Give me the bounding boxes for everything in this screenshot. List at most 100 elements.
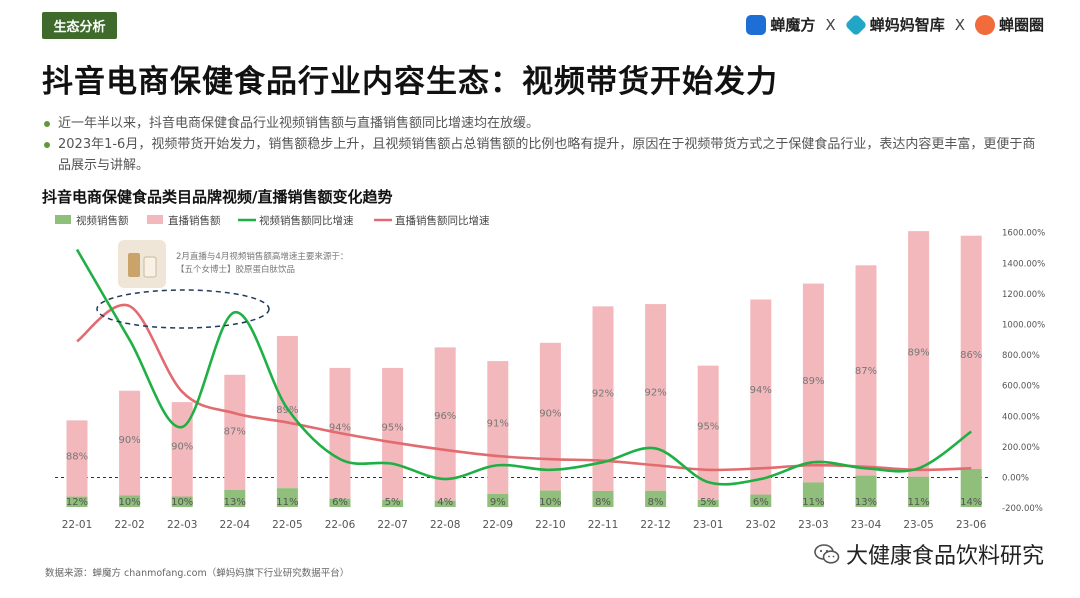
bar-live — [487, 361, 509, 494]
data-label-video: 8% — [648, 497, 664, 508]
data-label-video: 10% — [539, 497, 561, 508]
data-label-video: 10% — [118, 497, 140, 508]
y-tick-label: 1000.00% — [1002, 321, 1045, 331]
bar-live — [697, 365, 719, 500]
brand-bar: 蝉魔方 X 蝉妈妈智库 X 蝉圈圈 — [746, 13, 1044, 36]
data-label-video: 10% — [171, 497, 193, 508]
data-label-video: 4% — [437, 497, 453, 508]
trend-chart: 视频销售额 直播销售额 视频销售额同比增速 直播销售额同比增速 -200.00% 0.00… — [55, 214, 1045, 531]
bullet-item: 近一年半以来，抖音电商保健食品行业视频销售额与直播销售额同比增速均在放缓。 — [42, 113, 1042, 134]
data-label-live: 90% — [118, 435, 140, 446]
bar-video — [224, 489, 246, 507]
x-tick-label: 22-08 — [430, 519, 461, 531]
legend-swatch — [147, 215, 163, 224]
legend-label: 视频销售额同比增速 — [259, 214, 354, 227]
data-label-video: 6% — [753, 497, 769, 508]
y-tick-label: 400.00% — [1002, 412, 1040, 422]
bar-live — [960, 235, 982, 470]
brand-separator: X — [825, 15, 836, 34]
x-tick-label: 23-01 — [693, 519, 724, 531]
x-tick-label: 22-05 — [272, 519, 303, 531]
data-label-video: 11% — [802, 497, 824, 508]
data-label-video: 11% — [907, 497, 929, 508]
bar-video — [802, 482, 824, 507]
data-label-video: 9% — [490, 497, 506, 508]
chanmama-logo-icon — [844, 13, 868, 36]
data-label-video: 5% — [385, 497, 401, 508]
bullet-item: 2023年1-6月，视频带货开始发力，销售额稳步上升，且视频销售额占总销售额的比… — [42, 134, 1042, 176]
data-label-live: 87% — [224, 426, 246, 437]
bar-video — [908, 476, 930, 507]
bar-live — [119, 390, 141, 496]
series-line-live-growth — [76, 303, 972, 472]
legend-swatch — [55, 215, 71, 224]
bar-live — [750, 299, 772, 495]
watermark-text: 大健康食品饮料研究 — [845, 544, 1044, 569]
chanmofang-logo-icon — [746, 14, 767, 35]
bar-live — [382, 367, 404, 501]
data-label-live: 92% — [644, 387, 666, 398]
y-tick-label: 1600.00% — [1002, 229, 1045, 239]
page-title: 抖音电商保健食品行业内容生态：视频带货开始发力 — [42, 64, 778, 100]
data-label-video: 14% — [960, 497, 982, 508]
x-tick-label: 22-04 — [220, 519, 251, 531]
data-label-video: 13% — [855, 497, 877, 508]
y-tick-label: 1400.00% — [1002, 259, 1045, 269]
data-label-live: 92% — [592, 389, 614, 400]
bullet-list: 近一年半以来，抖音电商保健食品行业视频销售额与直播销售额同比增速均在放缓。 20… — [42, 113, 1042, 176]
bar-live — [539, 342, 561, 491]
section-tag: 生态分析 — [42, 12, 117, 39]
legend-label: 视频销售额 — [76, 214, 129, 227]
data-label-live: 87% — [855, 366, 877, 377]
bar-video — [855, 475, 877, 507]
x-tick-label: 22-06 — [325, 519, 356, 531]
product-thumbnail — [118, 240, 166, 288]
bar-live — [66, 420, 88, 497]
brand-name: 蝉妈妈智库 — [869, 16, 945, 34]
bar-video — [592, 490, 614, 507]
annotation-line-1: 2月直播与4月视频销售额高增速主要来源于： — [176, 251, 348, 262]
brand-chanquanquan: 蝉圈圈 — [974, 14, 1044, 35]
x-tick-label: 22-07 — [377, 519, 408, 531]
bar-live — [645, 304, 667, 491]
chanquanquan-logo-icon — [974, 14, 995, 35]
bar-live — [592, 306, 614, 491]
annotation-line-2: 【五个女博士】胶原蛋白肽饮品 — [176, 264, 295, 275]
data-label-live: 89% — [907, 347, 929, 358]
legend-label: 直播销售额 — [168, 214, 221, 227]
data-label-live: 88% — [66, 451, 88, 462]
bar-live — [802, 283, 824, 483]
bar-video — [697, 499, 719, 507]
legend-label: 直播销售额同比增速 — [395, 214, 490, 227]
y-tick-label: -200.00% — [1002, 504, 1043, 514]
wechat-watermark: 大健康食品饮料研究 — [814, 538, 1044, 570]
data-label-live: 94% — [329, 423, 351, 434]
y-tick-label: 0.00% — [1002, 474, 1029, 484]
x-tick-label: 23-04 — [851, 519, 882, 531]
bar-live — [276, 336, 298, 489]
data-label-video: 8% — [595, 497, 611, 508]
brand-separator: X — [954, 15, 965, 34]
data-label-video: 13% — [224, 497, 246, 508]
x-tick-label: 22-01 — [62, 519, 93, 531]
y-tick-label: 600.00% — [1002, 382, 1040, 392]
bar-video — [66, 496, 88, 507]
data-label-video: 12% — [66, 497, 88, 508]
x-tick-label: 22-10 — [535, 519, 566, 531]
data-label-live: 90% — [171, 441, 193, 452]
bar-video — [960, 469, 982, 507]
data-label-live: 86% — [960, 350, 982, 361]
x-tick-label: 22-03 — [167, 519, 198, 531]
product-thumbnail-bottle — [128, 253, 140, 277]
bar-video — [434, 500, 456, 507]
bar-live — [224, 374, 246, 490]
data-label-live: 95% — [381, 423, 403, 434]
brand-chanmofang: 蝉魔方 — [746, 14, 815, 35]
bar-video — [382, 500, 404, 507]
x-tick-label: 22-12 — [640, 519, 671, 531]
wechat-icon — [814, 544, 840, 564]
product-thumbnail-box — [143, 256, 157, 278]
bar-video — [329, 498, 351, 507]
x-tick-label: 22-02 — [114, 519, 145, 531]
data-label-video: 11% — [276, 497, 298, 508]
